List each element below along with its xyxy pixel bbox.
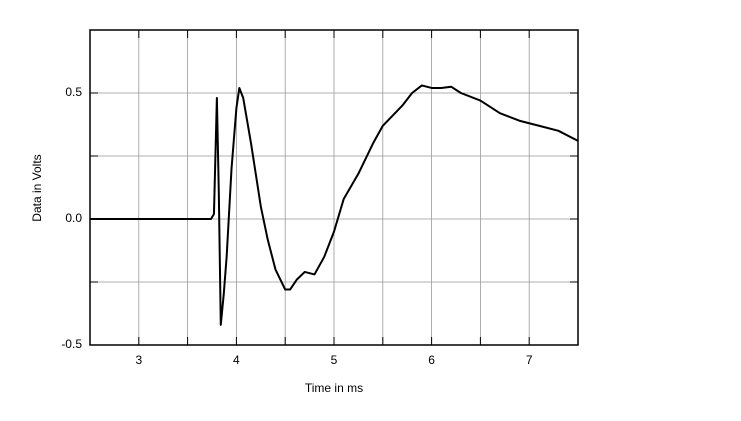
y-tick-label: 0.0 — [65, 211, 82, 225]
x-tick-label: 6 — [428, 353, 435, 367]
y-tick-label: 0.5 — [65, 85, 82, 99]
y-tick-label: -0.5 — [61, 337, 82, 351]
plot-frame — [89, 29, 579, 346]
x-tick-label: 3 — [135, 353, 142, 367]
x-tick-label: 5 — [331, 353, 338, 367]
x-tick-label: 4 — [233, 353, 240, 367]
x-axis-label: Time in ms — [305, 381, 363, 395]
data-line — [90, 84, 579, 326]
x-tick-label: 7 — [526, 353, 533, 367]
y-axis-label: Data in Volts — [30, 154, 44, 221]
